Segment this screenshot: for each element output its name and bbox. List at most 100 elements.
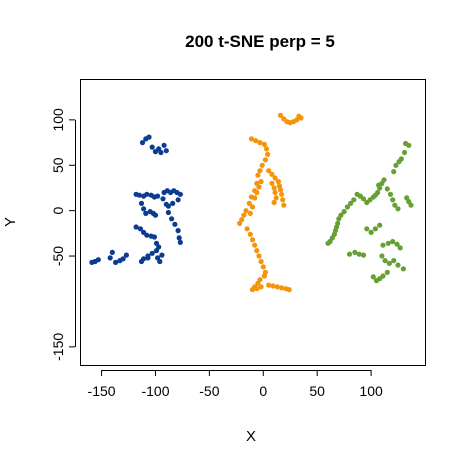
data-point [254,248,260,254]
data-point [391,169,397,175]
data-point [133,224,139,230]
data-point [336,216,342,222]
plot-frame [80,79,426,366]
data-point [255,280,261,286]
data-point [170,200,176,206]
points-layer [89,112,414,293]
data-point [279,285,285,291]
data-point [258,179,264,185]
x-tick-label: -150 [88,383,116,399]
data-point [249,237,256,243]
data-point [151,234,157,240]
data-point [261,141,267,147]
data-point [253,138,259,144]
data-point [395,206,401,212]
data-point [364,199,370,206]
data-point [137,226,143,232]
data-point [348,200,354,206]
data-point [368,229,374,235]
y-tick-label: -50 [50,246,66,266]
x-tick-label: -100 [141,383,169,399]
data-point [390,238,396,245]
data-point [95,257,101,263]
data-point [258,258,264,265]
chart-title: 200 t-SNE perp = 5 [185,32,335,51]
data-point [172,221,178,227]
x-tick-label: 0 [259,383,267,399]
data-point [257,140,263,146]
data-point [372,226,378,232]
data-point [352,249,358,255]
data-point [161,142,167,148]
data-point [158,149,164,156]
y-tick-label: 100 [50,108,66,132]
data-point [344,204,350,210]
data-point [379,253,385,259]
data-point [249,204,256,210]
y-tick-label: 50 [50,157,66,173]
data-point [175,228,181,234]
data-point [382,258,388,264]
data-point [385,240,391,246]
data-point [117,258,123,264]
data-point [252,195,258,201]
data-point [107,255,113,261]
data-point [387,191,394,197]
data-point [160,196,166,202]
data-point [163,201,169,207]
data-point [256,253,262,259]
data-point [364,226,370,232]
x-axis: -150 -100 -50 0 50 100 [88,370,383,399]
data-point [255,172,261,178]
data-point [260,264,266,270]
y-axis: -150 -50 0 50 100 [50,108,76,361]
data-point [360,252,367,258]
data-point [169,216,175,222]
data-point [271,185,277,191]
data-point [354,191,360,197]
y-tick-label: -150 [50,333,66,361]
data-point [138,200,145,206]
data-point [298,115,304,121]
data-point [141,206,147,212]
data-point [265,151,271,157]
data-point [274,284,280,290]
data-point [392,202,398,208]
data-point [155,193,161,199]
data-point [391,258,397,264]
data-point [143,210,149,216]
x-tick-label: 100 [359,383,383,399]
data-point [270,283,276,289]
data-point [277,187,284,193]
data-point [177,239,183,245]
data-point [281,202,287,208]
data-point [254,286,260,292]
data-point [408,202,414,208]
data-point [286,287,292,293]
data-point [356,251,362,257]
data-point [109,249,115,255]
data-point [346,251,353,257]
data-point [273,195,279,201]
data-point [394,241,400,247]
data-point [157,258,163,265]
data-point [149,144,155,150]
data-point [272,175,278,181]
data-point [380,242,386,248]
data-point [263,146,270,152]
data-point [262,157,268,163]
data-point [370,274,376,280]
data-point [258,284,264,290]
data-point [259,162,265,168]
data-point [400,266,406,272]
data-point [275,179,281,185]
data-point [247,231,253,237]
data-point [247,210,253,216]
data-point [243,208,249,214]
data-point [272,189,278,196]
data-point [237,220,243,226]
data-point [266,168,272,174]
x-axis-label: X [246,428,256,445]
data-point [266,282,272,288]
